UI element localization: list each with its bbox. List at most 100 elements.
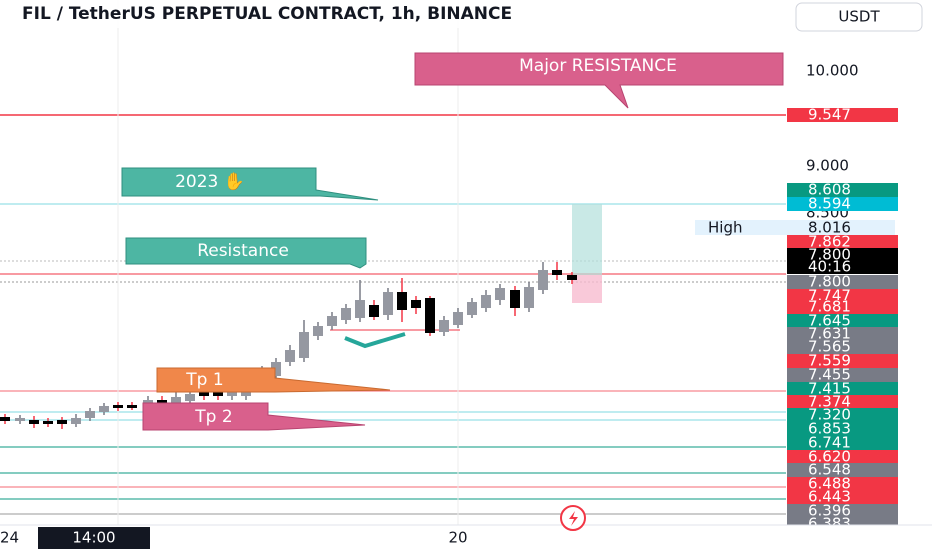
callout-text: Tp 1 bbox=[185, 370, 223, 390]
price-tag: 7.415 bbox=[808, 380, 851, 398]
candle-body bbox=[213, 392, 223, 396]
candle-body bbox=[185, 394, 195, 401]
candle-body bbox=[341, 308, 351, 320]
candle-body bbox=[425, 298, 435, 333]
price-tag: 6.396 bbox=[808, 502, 851, 520]
check-mark bbox=[344, 332, 406, 349]
price-tag-bg bbox=[787, 354, 898, 368]
price-tag-bg bbox=[787, 504, 898, 518]
price-tag-bg bbox=[787, 490, 898, 504]
countdown-bg bbox=[787, 260, 898, 274]
candle-body bbox=[299, 332, 309, 358]
candle-body bbox=[439, 320, 449, 332]
price-tags: 9.5478.6088.5947.8627.80040:167.8007.747… bbox=[787, 106, 898, 533]
header-bg bbox=[0, 0, 790, 28]
candle-body bbox=[313, 326, 323, 336]
candle-body bbox=[383, 292, 393, 315]
price-tag: 7.559 bbox=[808, 352, 851, 370]
price-tag: 7.800 bbox=[808, 246, 851, 264]
candle-body bbox=[411, 300, 421, 308]
price-label: 10.000 bbox=[806, 62, 859, 80]
price-tag-bg bbox=[787, 197, 898, 211]
cursor-time-bg bbox=[38, 527, 150, 549]
price-label: 9.000 bbox=[806, 157, 849, 175]
price-tag-bg bbox=[787, 382, 898, 396]
candle-body bbox=[113, 405, 123, 408]
chart-title: FIL / TetherUS PERPETUAL CONTRACT, 1h, B… bbox=[22, 4, 512, 24]
price-tag-bg bbox=[787, 300, 898, 314]
price-tag-bg bbox=[787, 108, 898, 122]
price-tag-bg bbox=[787, 477, 898, 491]
candle-body bbox=[524, 287, 534, 308]
candle-body bbox=[0, 417, 10, 421]
callout bbox=[125, 237, 367, 269]
price-tag: 8.594 bbox=[808, 195, 851, 213]
currency-label: USDT bbox=[838, 8, 880, 26]
price-tag: 7.862 bbox=[808, 233, 851, 251]
price-tag: 8.608 bbox=[808, 181, 851, 199]
callout-text: Tp 2 bbox=[194, 407, 232, 427]
candle-body bbox=[57, 420, 67, 424]
price-tag: 7.374 bbox=[808, 393, 851, 411]
candle-body bbox=[227, 390, 237, 396]
time-label: 24 bbox=[0, 529, 19, 547]
callout bbox=[414, 52, 784, 109]
candle-body bbox=[538, 270, 548, 290]
candle-body bbox=[85, 411, 95, 418]
time-axis-bg bbox=[0, 525, 932, 550]
high-value: 8.016 bbox=[808, 219, 851, 237]
candle-body bbox=[481, 295, 491, 308]
candle-body bbox=[495, 288, 505, 300]
currency-button[interactable] bbox=[795, 2, 923, 32]
candle-body bbox=[327, 316, 337, 326]
alert-icon-bolt bbox=[569, 511, 578, 526]
price-tag-bg bbox=[787, 235, 898, 249]
price-tag: 7.681 bbox=[808, 298, 851, 316]
price-tag-bg bbox=[787, 289, 898, 303]
callout bbox=[156, 367, 391, 393]
price-tag: 6.741 bbox=[808, 434, 851, 452]
candle-body bbox=[271, 362, 281, 376]
candle-body bbox=[453, 312, 463, 325]
candle-body bbox=[467, 302, 477, 315]
callout bbox=[121, 167, 379, 201]
candle-body bbox=[99, 406, 109, 412]
profit-zone bbox=[572, 204, 602, 275]
price-tag-bg bbox=[787, 327, 898, 341]
price-tag-bg bbox=[787, 340, 898, 354]
candle-body bbox=[29, 420, 39, 424]
countdown: 40:16 bbox=[808, 258, 851, 276]
callout bbox=[142, 402, 366, 431]
price-tag: 9.547 bbox=[808, 106, 851, 124]
price-tag: 6.488 bbox=[808, 475, 851, 493]
callout-text: 2023 ✋ bbox=[175, 171, 245, 192]
price-tag-bg bbox=[787, 436, 898, 450]
price-tag: 7.800 bbox=[808, 273, 851, 291]
candle-body bbox=[567, 275, 577, 280]
price-tag-bg bbox=[787, 248, 898, 262]
cursor-time: 14:00 bbox=[72, 529, 115, 547]
price-tag-bg bbox=[787, 368, 898, 382]
candle-body bbox=[127, 405, 137, 408]
candle-body bbox=[43, 421, 53, 424]
candle-body bbox=[285, 350, 295, 362]
price-tag: 6.548 bbox=[808, 461, 851, 479]
price-tag-bg bbox=[787, 275, 898, 289]
high-bg bbox=[695, 220, 895, 235]
price-tag-bg bbox=[787, 183, 898, 197]
price-tag-bg bbox=[787, 450, 898, 464]
price-tag-bg bbox=[787, 395, 898, 409]
price-tag: 6.853 bbox=[808, 420, 851, 438]
price-tag-bg bbox=[787, 422, 898, 436]
price-tag-bg bbox=[787, 463, 898, 477]
price-tag-bg bbox=[787, 314, 898, 328]
high-label: High bbox=[708, 219, 742, 237]
candle-body bbox=[552, 270, 562, 275]
price-tag: 7.645 bbox=[808, 312, 851, 330]
candle-body bbox=[355, 300, 365, 318]
callout-text: Resistance bbox=[197, 241, 289, 261]
candle-body bbox=[369, 305, 379, 317]
